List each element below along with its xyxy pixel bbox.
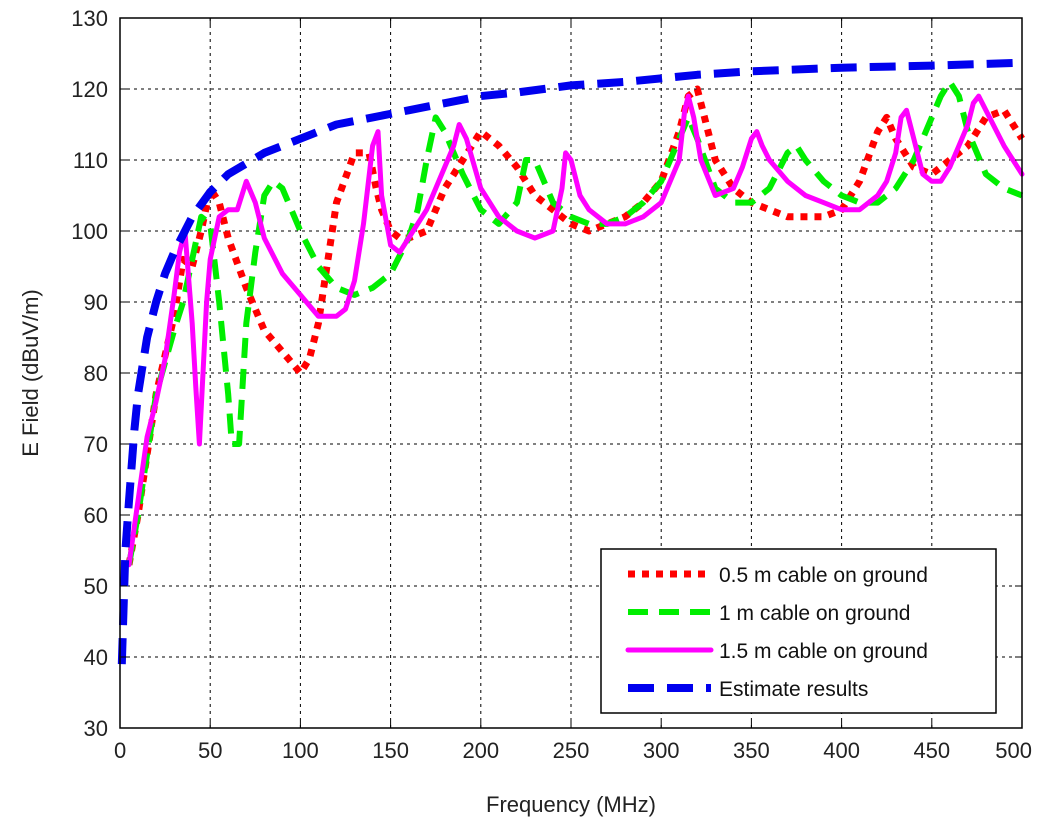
legend-label-1: 0.5 m cable on ground — [719, 564, 928, 587]
legend-label-4: Estimate results — [719, 678, 868, 701]
y-tick-label: 130 — [71, 6, 108, 31]
x-tick-label: 400 — [823, 738, 860, 763]
x-tick-label: 0 — [114, 738, 126, 763]
x-tick-label: 200 — [462, 738, 499, 763]
y-tick-label: 110 — [73, 148, 108, 173]
x-tick-label: 300 — [643, 738, 680, 763]
x-axis-title: Frequency (MHz) — [486, 792, 656, 817]
x-tick-label: 50 — [198, 738, 222, 763]
y-tick-label: 40 — [84, 645, 108, 670]
y-tick-label: 90 — [84, 290, 108, 315]
x-tick-label: 450 — [913, 738, 950, 763]
y-tick-label: 70 — [84, 432, 108, 457]
y-tick-label: 60 — [84, 503, 108, 528]
y-tick-label: 50 — [84, 574, 108, 599]
legend-box — [600, 548, 997, 714]
legend-label-3: 1.5 m cable on ground — [719, 640, 928, 663]
y-tick-label: 30 — [84, 716, 108, 741]
x-tick-label: 350 — [733, 738, 770, 763]
legend-label-2: 1 m cable on ground — [719, 602, 910, 625]
x-tick-label: 150 — [372, 738, 409, 763]
series-layer — [117, 58, 1025, 665]
series-line-2 — [126, 78, 1024, 566]
series-line-4 — [117, 58, 1023, 665]
x-tick-label: 500 — [995, 738, 1032, 763]
x-tick-label: 250 — [553, 738, 590, 763]
y-tick-label: 120 — [71, 77, 108, 102]
legend: 0.5 m cable on ground 1 m cable on ground… — [600, 548, 997, 714]
series-line-3 — [126, 93, 1025, 568]
y-tick-label: 80 — [84, 361, 108, 386]
y-tick-label: 100 — [71, 219, 108, 244]
y-axis-title: E Field (dBuV/m) — [18, 289, 43, 457]
x-tick-label: 100 — [282, 738, 319, 763]
series-line-1 — [125, 85, 1025, 566]
tick-layer: 0 50 100 150 200 250 300 350 400 450 500 30 40 50 60 70… — [71, 6, 1032, 763]
